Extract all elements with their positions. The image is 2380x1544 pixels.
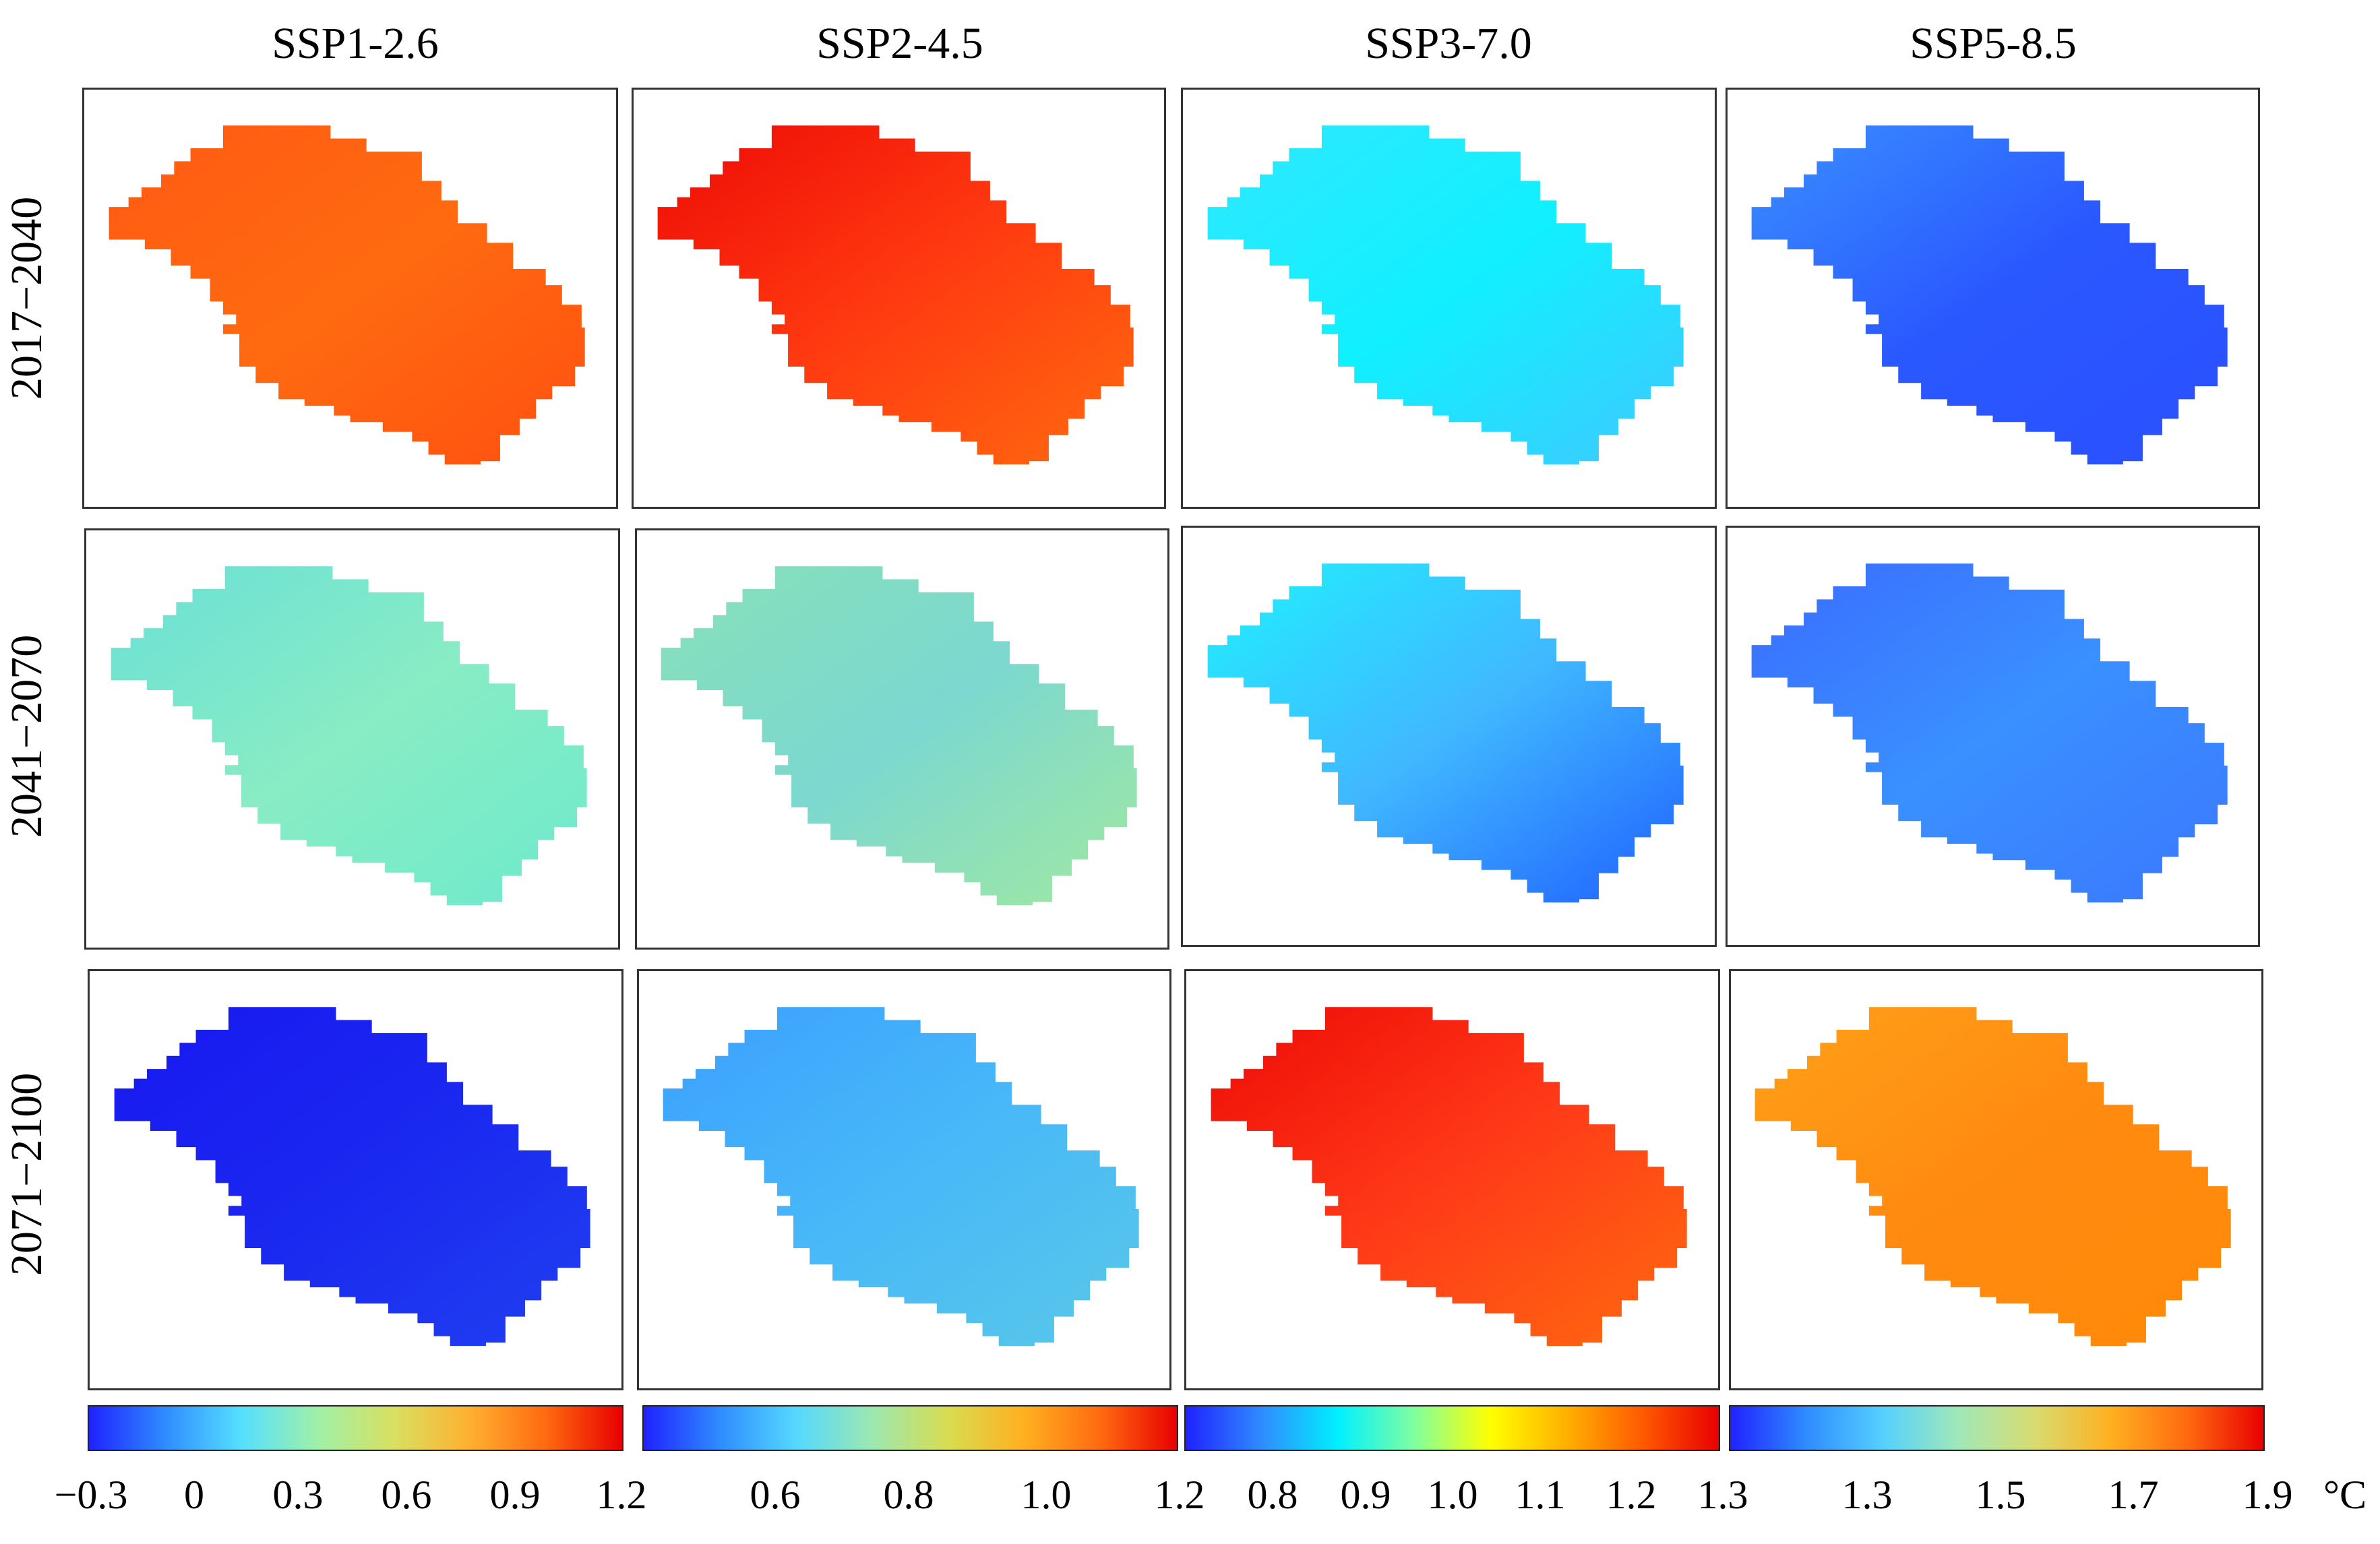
map-panel-2017-2040-ssp2-4-5 [632, 88, 1166, 509]
col-title-ssp3-7-0: SSP3-7.0 [1365, 19, 1532, 68]
region-shape [1207, 125, 1684, 465]
colorbar-ssp1-2-6 [88, 1405, 623, 1451]
cbar3-tick: 0.9 [1340, 1473, 1391, 1517]
map-2041-2070-ssp3-7-0 [1207, 563, 1684, 903]
cbar2-tick: 1.0 [1020, 1473, 1072, 1517]
map-2017-2040-ssp5-8-5 [1751, 125, 2228, 465]
cbar1-tick: 0.9 [489, 1473, 541, 1517]
colorbar-ssp3-7-0 [1184, 1405, 1720, 1451]
region-shape [663, 1007, 1139, 1347]
map-panel-2017-2040-ssp3-7-0 [1181, 88, 1717, 509]
region-shape [1211, 1007, 1687, 1347]
region-shape [1755, 1007, 2231, 1347]
map-panel-2071-2100-ssp2-4-5 [637, 969, 1171, 1390]
map-2041-2070-ssp1-2-6 [111, 566, 587, 906]
colorbar-ssp2-4-5 [642, 1405, 1178, 1451]
map-panel-2071-2100-ssp1-2-6 [88, 969, 623, 1390]
map-panel-2041-2070-ssp1-2-6 [84, 528, 620, 950]
cbar1-tick: 0.3 [272, 1473, 324, 1517]
row-label-2017-2040: 2017−2040 [2, 196, 51, 400]
region-shape [114, 1007, 590, 1347]
cbar1-tick: 0.6 [381, 1473, 432, 1517]
map-panel-2071-2100-ssp3-7-0 [1184, 969, 1720, 1390]
colorbar-ssp5-8-5 [1729, 1405, 2265, 1451]
map-2071-2100-ssp5-8-5 [1755, 1007, 2231, 1347]
region-shape [109, 125, 585, 465]
cbar3-tick: 0.8 [1247, 1473, 1298, 1517]
map-panel-2017-2040-ssp5-8-5 [1726, 88, 2260, 509]
region-shape [661, 566, 1137, 906]
cbar3-tick: 1.3 [1697, 1473, 1748, 1517]
cbar4-tick: 1.7 [2108, 1473, 2159, 1517]
map-2071-2100-ssp1-2-6 [114, 1007, 590, 1347]
map-panel-2041-2070-ssp3-7-0 [1181, 526, 1717, 947]
row-label-2041-2070: 2041−2070 [2, 634, 51, 838]
cbar1-tick: −0.3 [54, 1473, 128, 1517]
cbar2-tick: 1.2 [1154, 1473, 1205, 1517]
map-2017-2040-ssp3-7-0 [1207, 125, 1684, 465]
unit-label: °C [2323, 1473, 2367, 1517]
region-shape [1751, 563, 2228, 903]
map-2071-2100-ssp3-7-0 [1211, 1007, 1687, 1347]
map-2017-2040-ssp1-2-6 [109, 125, 585, 465]
col-title-ssp1-2-6: SSP1-2.6 [272, 19, 439, 68]
region-shape [657, 125, 1134, 465]
region-shape [1751, 125, 2228, 465]
region-shape [1207, 563, 1684, 903]
map-panel-2041-2070-ssp5-8-5 [1726, 526, 2260, 947]
cbar3-tick: 1.1 [1515, 1473, 1566, 1517]
cbar4-tick: 1.5 [1975, 1473, 2026, 1517]
col-title-ssp2-4-5: SSP2-4.5 [816, 19, 983, 68]
cbar4-tick: 1.9 [2242, 1473, 2293, 1517]
map-2041-2070-ssp2-4-5 [661, 566, 1137, 906]
cbar2-tick: 0.6 [750, 1473, 801, 1517]
map-2041-2070-ssp5-8-5 [1751, 563, 2228, 903]
cbar3-tick: 1.0 [1427, 1473, 1478, 1517]
region-shape [111, 566, 587, 906]
cbar2-tick: 0.8 [883, 1473, 934, 1517]
map-panel-2041-2070-ssp2-4-5 [635, 528, 1169, 950]
col-title-ssp5-8-5: SSP5-8.5 [1910, 19, 2077, 68]
cbar1-tick: 1.2 [596, 1473, 647, 1517]
row-label-2071-2100: 2071−2100 [2, 1072, 51, 1276]
cbar3-tick: 1.2 [1606, 1473, 1657, 1517]
map-2071-2100-ssp2-4-5 [663, 1007, 1139, 1347]
map-2017-2040-ssp2-4-5 [657, 125, 1134, 465]
map-panel-2017-2040-ssp1-2-6 [82, 88, 618, 509]
cbar1-tick: 0 [184, 1473, 204, 1517]
cbar4-tick: 1.3 [1841, 1473, 1893, 1517]
map-panel-2071-2100-ssp5-8-5 [1729, 969, 2263, 1390]
